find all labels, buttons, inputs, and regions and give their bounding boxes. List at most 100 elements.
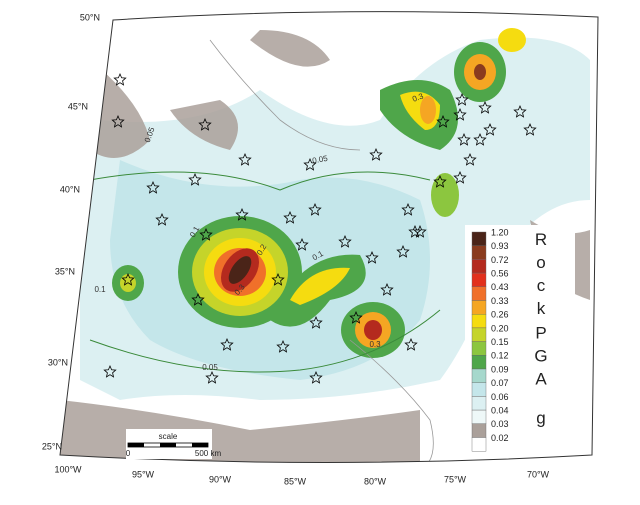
- earthquake-star: [483, 122, 497, 136]
- legend-label: 0.07: [491, 378, 509, 388]
- earthquake-star: [205, 370, 219, 384]
- earthquake-star: [369, 147, 383, 161]
- legend-swatch: [471, 231, 487, 246]
- earthquake-star: [103, 364, 117, 378]
- legend: 1.20 0.93 0.72 0.56 0.43 0.33 0.26 0.20 0.15 0.12…: [471, 227, 551, 452]
- earthquake-star: [513, 104, 527, 118]
- legend-label: 0.20: [491, 323, 509, 333]
- legend-label: 0.56: [491, 268, 509, 278]
- longitude-label: 95°W: [132, 469, 155, 479]
- earthquake-star: [111, 114, 125, 128]
- legend-swatch: [471, 272, 487, 288]
- zone-sc: [364, 320, 382, 340]
- legend-label: 0.26: [491, 310, 509, 320]
- scale-start: 0: [126, 449, 131, 458]
- latitude-label: 30°N: [48, 357, 68, 367]
- legend-swatch: [471, 259, 487, 274]
- earthquake-star: [121, 272, 135, 286]
- longitude-label: 75°W: [444, 474, 467, 484]
- earthquake-star: [283, 210, 297, 224]
- legend-title: PGA: [532, 324, 551, 393]
- earthquake-star: [188, 172, 202, 186]
- longitude-label: 80°W: [364, 476, 387, 486]
- earthquake-star: [365, 250, 379, 264]
- legend-label: 0.93: [491, 241, 509, 251]
- scale-bar: scale 0 500 km: [126, 429, 222, 459]
- earthquake-star: [408, 224, 422, 238]
- legend-label: 0.04: [491, 405, 509, 415]
- grey-zone: [60, 30, 590, 463]
- legend-label: 0.09: [491, 364, 509, 374]
- coastline: [209, 39, 361, 151]
- earthquake-star: [303, 157, 317, 171]
- legend-swatch: [471, 245, 487, 260]
- legend-label: 0.43: [491, 282, 509, 292]
- earthquake-star: [404, 337, 418, 351]
- legend-label: 1.20: [491, 227, 509, 237]
- earthquake-star: [436, 114, 450, 128]
- legend-swatch: [471, 314, 487, 329]
- zone-ny: [431, 173, 459, 217]
- latitude-label: 40°N: [60, 184, 80, 194]
- earthquake-star: [199, 227, 213, 241]
- longitude-label: 70°W: [527, 469, 550, 479]
- earthquake-star: [235, 207, 249, 221]
- latitude-label: 50°N: [80, 12, 100, 22]
- legend-label: 0.02: [491, 433, 509, 443]
- contour: [89, 309, 441, 373]
- legend-swatch: [471, 409, 487, 425]
- earthquake-star: [276, 339, 290, 353]
- earthquake-star: [220, 337, 234, 351]
- zone-ne: [498, 28, 526, 52]
- earthquake-star: [198, 117, 212, 131]
- earthquake-star: [271, 272, 285, 286]
- earthquake-star: [453, 107, 467, 121]
- hazard-map: [60, 11, 598, 463]
- legend-title: Rock: [532, 230, 551, 322]
- scale-seg: [160, 443, 176, 447]
- longitude-label: 85°W: [284, 476, 307, 486]
- legend-label: 0.12: [491, 351, 509, 361]
- contour-label: 0.05: [311, 154, 328, 166]
- legend-swatch: [471, 382, 487, 397]
- scale-title: scale: [159, 432, 178, 441]
- earthquake-star: [401, 202, 415, 216]
- legend-swatch: [471, 355, 487, 370]
- legend-swatch: [471, 286, 487, 301]
- earthquake-star: [295, 237, 309, 251]
- legend-label: 0.15: [491, 337, 509, 347]
- latitude-label: 35°N: [55, 266, 75, 276]
- latitude-label: 45°N: [68, 101, 88, 111]
- scale-seg: [128, 443, 144, 447]
- contour-label: 0.3: [411, 91, 425, 103]
- earthquake-star: [455, 92, 469, 106]
- earthquake-star: [191, 292, 205, 306]
- legend-swatch: [471, 341, 487, 356]
- earthquake-star: [523, 122, 537, 136]
- earthquake-star: [453, 170, 467, 184]
- earthquake-star: [478, 100, 492, 114]
- earthquake-star: [396, 244, 410, 258]
- contour-label: 0.3: [369, 340, 381, 349]
- earthquake-star: [309, 315, 323, 329]
- earthquake-star: [238, 152, 252, 166]
- legend-swatch: [471, 327, 487, 342]
- longitude-label: 100°W: [54, 464, 82, 474]
- earthquake-star: [463, 152, 477, 166]
- earthquake-star: [473, 132, 487, 146]
- legend-swatch: [471, 423, 487, 438]
- zone-nm: [228, 256, 252, 284]
- legend-swatch: [471, 368, 487, 383]
- legend-label: 0.72: [491, 255, 509, 265]
- contour-label: 0.05: [202, 363, 218, 372]
- earthquake-star: [349, 310, 363, 324]
- legend-label: 0.03: [491, 419, 509, 429]
- earthquake-star: [338, 234, 352, 248]
- legend-swatch: [471, 396, 487, 411]
- scale-end: 500 km: [195, 449, 222, 458]
- earthquake-star: [380, 282, 394, 296]
- earthquake-star: [433, 174, 447, 188]
- contour-label: 0.1: [94, 285, 106, 294]
- scale-seg: [192, 443, 208, 447]
- earthquake-star: [309, 370, 323, 384]
